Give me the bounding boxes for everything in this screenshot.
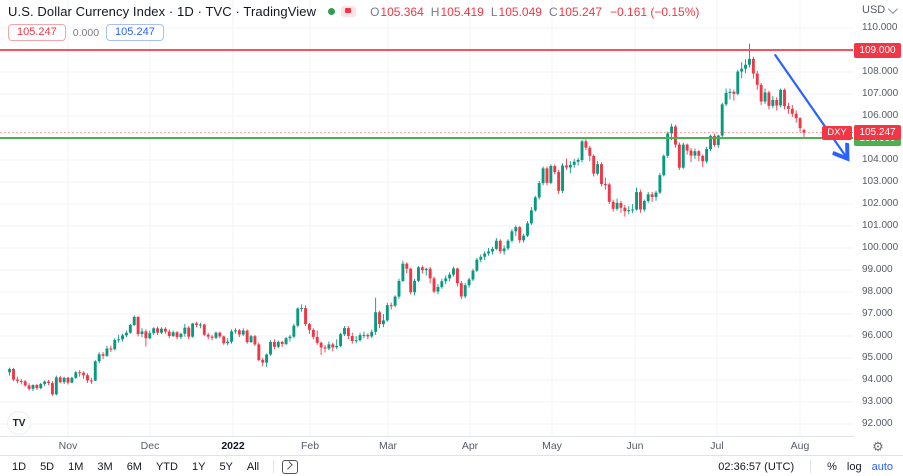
price-axis[interactable]: USD 110.000 109.000 108.000 107.000 106.000 1… <box>853 0 903 436</box>
price-tick: 93.000 <box>862 396 893 407</box>
percent-scale-button[interactable]: % <box>827 460 837 473</box>
range-button-1D[interactable]: 1D <box>12 460 27 473</box>
bottom-toolbar: 1D 5D 1M 3M 6M YTD 1Y 5Y All 02:36:57 (UTC) % lo… <box>0 455 903 476</box>
ohlc-readout: O105.364 H105.419 L105.049 C105.247 <box>370 5 602 19</box>
range-button-1Y[interactable]: 1Y <box>191 460 206 473</box>
price-tick: 99.000 <box>862 264 893 275</box>
time-tick-Feb: Feb <box>300 440 320 452</box>
time-tick-2022: 2022 <box>221 440 245 452</box>
price-tick: 107.000 <box>862 88 899 99</box>
price-tick: 95.000 <box>862 352 893 363</box>
gear-icon[interactable]: ⚙ <box>872 438 884 454</box>
time-tick-Apr: Apr <box>461 440 479 452</box>
ohlc-L: L105.049 <box>490 4 542 19</box>
price-tick: 96.000 <box>862 330 893 341</box>
time-axis[interactable]: Nov Dec 2022 Feb Mar Apr May Jun Jul Aug <box>0 437 853 455</box>
ohlc-H: H105.419 <box>430 4 484 19</box>
price-tick: 108.000 <box>862 66 899 77</box>
time-tick-Dec: Dec <box>140 440 160 452</box>
price-tick: 97.000 <box>862 308 893 319</box>
price-tick: 94.000 <box>862 374 893 385</box>
pill-zero-value: 0.000 <box>72 26 100 39</box>
last-price-label: 105.247 <box>854 125 901 141</box>
price-tick: 110.000 <box>862 22 898 33</box>
range-button-1M[interactable]: 1M <box>68 460 84 473</box>
price-tick: 100.000 <box>862 242 899 253</box>
chart-legend: U.S. Dollar Currency Index · 1D · TVC · … <box>8 4 699 41</box>
flag-icon[interactable] <box>341 6 357 17</box>
currency-label: USD <box>862 4 886 16</box>
price-tick: 101.000 <box>862 220 899 231</box>
time-tick-May: May <box>542 440 562 452</box>
symbol-tag-label: DXY <box>822 125 852 140</box>
price-pill-red[interactable]: 105.247 <box>8 24 66 41</box>
range-button-3M[interactable]: 3M <box>97 460 113 473</box>
price-tick: 98.000 <box>862 286 893 297</box>
currency-selector[interactable]: USD <box>862 3 899 16</box>
time-tick-Mar: Mar <box>378 440 398 452</box>
auto-scale-button[interactable]: auto <box>871 460 893 473</box>
time-tick-Jun: Jun <box>626 440 644 452</box>
time-tick-Nov: Nov <box>58 440 78 452</box>
ohlc-C: C105.247 <box>548 4 602 19</box>
candlestick-plot[interactable] <box>0 0 853 436</box>
time-tick-Aug: Aug <box>790 440 810 452</box>
range-button-6M[interactable]: 6M <box>126 460 142 473</box>
log-scale-button[interactable]: log <box>846 460 862 473</box>
price-change: −0.161 (−0.15%) <box>610 4 700 19</box>
price-pill-blue[interactable]: 105.247 <box>106 24 164 41</box>
ohlc-O: O105.364 <box>370 4 424 19</box>
toolbar-divider <box>273 460 275 473</box>
toolbar-divider <box>810 460 812 473</box>
resistance-price-label: 109.000 <box>854 42 901 58</box>
price-tick: 104.000 <box>862 154 899 165</box>
time-axis-settings[interactable]: ⚙ <box>853 437 903 455</box>
range-button-All[interactable]: All <box>246 460 260 473</box>
range-button-5Y[interactable]: 5Y <box>219 460 233 473</box>
tradingview-logo[interactable]: TV <box>8 412 30 434</box>
price-tick: 102.000 <box>862 198 899 209</box>
range-button-5D[interactable]: 5D <box>40 460 55 473</box>
chevron-down-icon <box>888 3 899 14</box>
market-status-dot-icon <box>328 8 336 15</box>
price-tick: 92.000 <box>862 418 893 429</box>
chart-canvas[interactable]: U.S. Dollar Currency Index · 1D · TVC · … <box>0 0 854 437</box>
symbol-title[interactable]: U.S. Dollar Currency Index · 1D · TVC · … <box>8 4 317 19</box>
price-tick: 103.000 <box>862 176 899 187</box>
price-tick: 106.000 <box>862 110 899 121</box>
time-tick-Jul: Jul <box>710 440 724 452</box>
range-button-YTD[interactable]: YTD <box>155 460 178 473</box>
clock-utc[interactable]: 02:36:57 (UTC) <box>718 460 795 473</box>
go-to-date-icon[interactable] <box>282 459 299 474</box>
